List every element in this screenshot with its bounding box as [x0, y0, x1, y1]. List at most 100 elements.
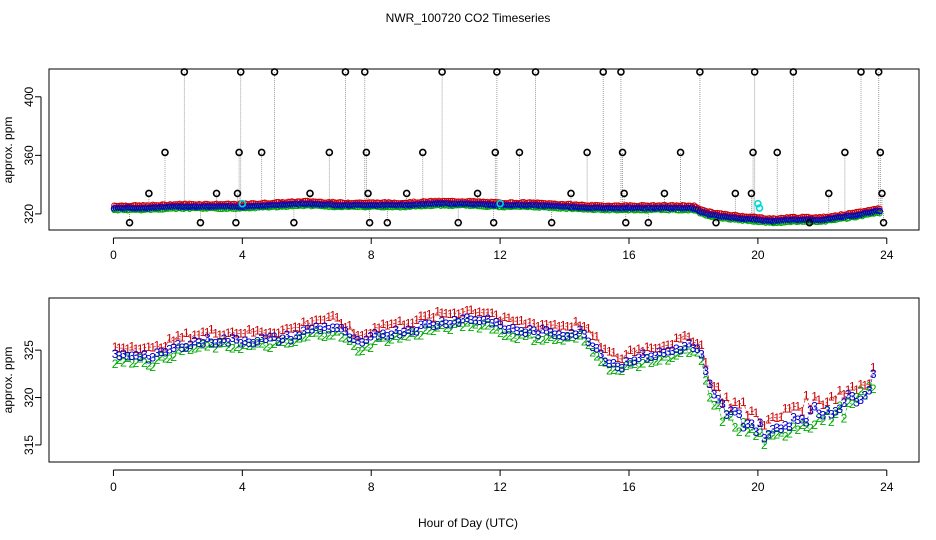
- series-1-marker: 1: [128, 340, 135, 354]
- x-tick-label: 0: [110, 248, 117, 262]
- series-3-marker: 3: [334, 321, 341, 335]
- series-2-marker: 2: [459, 320, 466, 334]
- series-3-marker: 3: [707, 377, 714, 391]
- series-3-marker: 3: [342, 324, 349, 338]
- series-3-marker: 3: [376, 329, 383, 343]
- series-3-marker: 3: [438, 314, 445, 328]
- series-1-marker: 1: [141, 341, 148, 355]
- series-3-point: [876, 207, 884, 215]
- y-tick-label: 320: [22, 387, 36, 407]
- series-3-marker: 3: [233, 333, 240, 347]
- series-3-marker: 3: [237, 336, 244, 350]
- series-3-marker: 3: [774, 421, 781, 435]
- series-2-marker: 2: [853, 390, 860, 404]
- x-tick-label: 4: [239, 480, 246, 494]
- series-1-marker: 1: [690, 335, 697, 349]
- series-3-marker: 3: [443, 317, 450, 331]
- series-2-marker: 2: [325, 329, 332, 343]
- series-1-marker: 1: [258, 325, 265, 339]
- series-2-marker: 2: [535, 332, 542, 346]
- series-3-marker: 3: [660, 346, 667, 360]
- series-1-marker: 1: [686, 330, 693, 344]
- series-3-marker: 3: [681, 339, 688, 353]
- series-1-marker: 1: [200, 325, 207, 339]
- series-2-marker: 2: [409, 326, 416, 340]
- series-2-marker: 2: [686, 346, 693, 360]
- series-3-marker: 3: [120, 347, 127, 361]
- series-3-marker: 3: [598, 347, 605, 361]
- series-2-marker: 2: [334, 324, 341, 338]
- series-1-marker: 1: [388, 317, 395, 331]
- series-3-marker: 3: [501, 323, 508, 337]
- series-1-marker: 1: [367, 327, 374, 341]
- series-3-marker: 3: [271, 330, 278, 344]
- series-2-marker: 2: [304, 329, 311, 343]
- series-3-marker: 3: [430, 319, 437, 333]
- series-3-marker: 3: [434, 318, 441, 332]
- series-2-marker: 2: [631, 357, 638, 371]
- series-1-marker: 1: [635, 342, 642, 356]
- series-3-marker: 3: [552, 328, 559, 342]
- series-3-marker: 3: [300, 324, 307, 338]
- series-3-marker: 3: [585, 335, 592, 349]
- series-1-marker: 1: [124, 342, 131, 356]
- raw-spike-point: [145, 189, 153, 198]
- series-3-marker: 3: [338, 322, 345, 336]
- series-3-marker: 3: [179, 341, 186, 355]
- series-1-marker: 1: [401, 318, 408, 332]
- series-3-line: [114, 317, 874, 440]
- raw-spike-point: [620, 189, 628, 198]
- series-3-marker: 3: [367, 329, 374, 343]
- series-2-marker: 2: [522, 329, 529, 343]
- series-3-marker: 3: [803, 416, 810, 430]
- series-2-marker: 2: [279, 335, 286, 349]
- series-1-marker: 1: [828, 389, 835, 403]
- series-2-marker: 2: [857, 384, 864, 398]
- raw-spike-point: [712, 218, 720, 227]
- series-2-marker: 2: [585, 338, 592, 352]
- series-1-marker: 1: [204, 326, 211, 340]
- series-3-marker: 3: [778, 422, 785, 436]
- series-2-marker: 2: [397, 331, 404, 345]
- series-2-marker: 2: [786, 426, 793, 440]
- series-3-marker: 3: [811, 400, 818, 414]
- series-1-marker: 1: [518, 314, 525, 328]
- series-2-marker: 2: [271, 337, 278, 351]
- series-3-marker: 3: [112, 347, 119, 361]
- series-2-marker: 2: [815, 411, 822, 425]
- series-3-marker: 3: [447, 318, 454, 332]
- series-1-marker: 1: [807, 402, 814, 416]
- raw-spike-point: [161, 148, 169, 157]
- bottom-panel: 1111111111111111111111111111111111111111…: [1, 297, 920, 494]
- series-3-marker: 3: [711, 387, 718, 401]
- series-3-marker: 3: [862, 388, 869, 402]
- series-3-marker: 3: [522, 326, 529, 340]
- series-2-marker: 2: [602, 355, 609, 369]
- series-3-marker: 3: [166, 342, 173, 356]
- series-2-marker: 2: [137, 351, 144, 365]
- series-3-marker: 3: [183, 340, 190, 354]
- series-1-marker: 1: [254, 323, 261, 337]
- series-1-marker: 1: [426, 308, 433, 322]
- series-2-marker: 2: [489, 322, 496, 336]
- top-y-axis: 320 360 400: [22, 86, 42, 224]
- series-1-marker: 1: [627, 343, 634, 357]
- raw-spike-point: [805, 218, 814, 227]
- series-1-marker: 1: [422, 309, 429, 323]
- series-2-marker: 2: [359, 344, 366, 358]
- series-2-marker: 2: [610, 363, 617, 377]
- series-3-marker: 3: [870, 367, 877, 381]
- raw-spike-point: [235, 148, 243, 157]
- series-2-marker: 2: [363, 339, 370, 353]
- series-3-marker: 3: [568, 326, 575, 340]
- series-3-marker: 3: [405, 323, 412, 337]
- series-2-marker: 2: [577, 328, 584, 342]
- series-3-marker: 3: [807, 403, 814, 417]
- series-2-marker: 2: [346, 334, 353, 348]
- x-tick-label: 0: [110, 480, 117, 494]
- raw-spike-point: [749, 148, 757, 157]
- series-2-marker: 2: [313, 325, 320, 339]
- series-2-marker: 2: [183, 341, 190, 355]
- series-3-marker: 3: [769, 423, 776, 437]
